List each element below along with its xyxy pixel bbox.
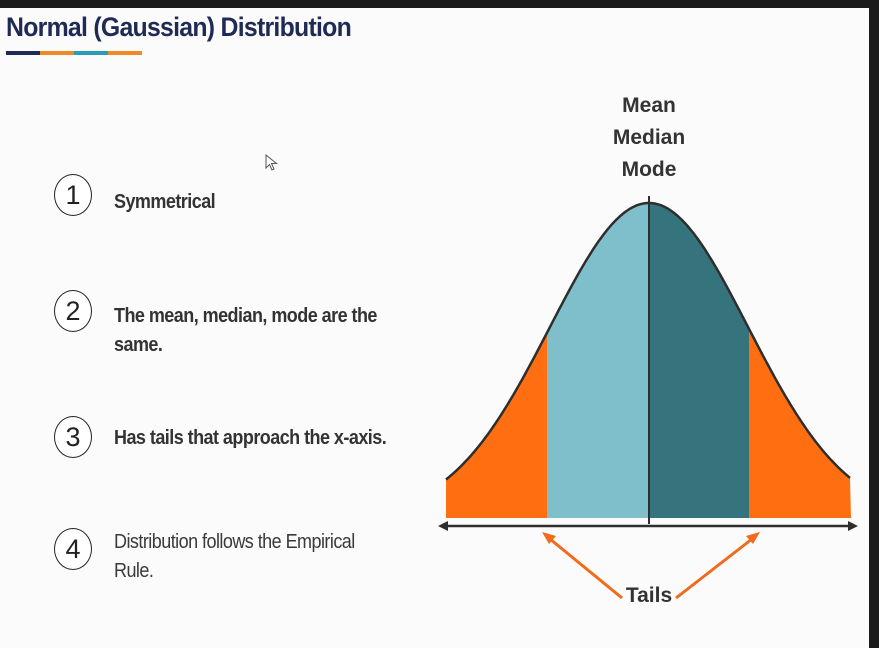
right-tail-region (749, 203, 851, 518)
list-item-text: Distribution follows the Empirical Rule. (114, 531, 355, 582)
left-tail-region (446, 203, 547, 518)
center-label-mode: Mode (622, 158, 677, 181)
x-axis-right-arrowhead (848, 521, 858, 531)
list-item-text: Symmetrical (114, 191, 216, 213)
left-half-region (547, 203, 649, 518)
title-underline-segment-3 (74, 51, 108, 55)
title-underline-segment-4 (108, 51, 142, 55)
list-item-text: Has tails that approach the x-axis. (114, 427, 387, 449)
mouse-cursor-icon (265, 154, 278, 171)
x-axis-left-arrowhead (438, 521, 448, 531)
list-item-4: 4 Distribution follows the Empirical Rul… (54, 528, 414, 582)
number-badge: 3 (54, 416, 92, 458)
list-item-text: The mean, median, mode are the same. (114, 305, 377, 356)
left-tail-arrow (549, 537, 623, 600)
slide: Normal (Gaussian) Distribution 1 Symmetr… (0, 8, 869, 648)
normal-distribution-diagram: Mean Median Mode Tails (438, 94, 858, 607)
slide-title: Normal (Gaussian) Distribution (6, 12, 352, 42)
center-label-mean: Mean (622, 94, 676, 117)
number-badge: 2 (54, 290, 92, 332)
number-badge: 1 (54, 174, 92, 216)
title-underline-segment-2 (40, 51, 74, 55)
list-item-1: 1 Symmetrical (54, 174, 414, 224)
right-tail-arrow (675, 537, 753, 600)
left-tail-arrowhead (542, 532, 556, 544)
center-label-median: Median (613, 126, 685, 149)
tails-label: Tails (626, 584, 672, 607)
title-underline-segment-1 (6, 51, 40, 55)
list-item-3: 3 Has tails that approach the x-axis. (54, 416, 414, 466)
right-half-region (649, 203, 749, 518)
list-item-2: 2 The mean, median, mode are the same. (54, 290, 414, 356)
number-badge: 4 (54, 528, 92, 570)
right-tail-arrowhead (746, 532, 760, 544)
